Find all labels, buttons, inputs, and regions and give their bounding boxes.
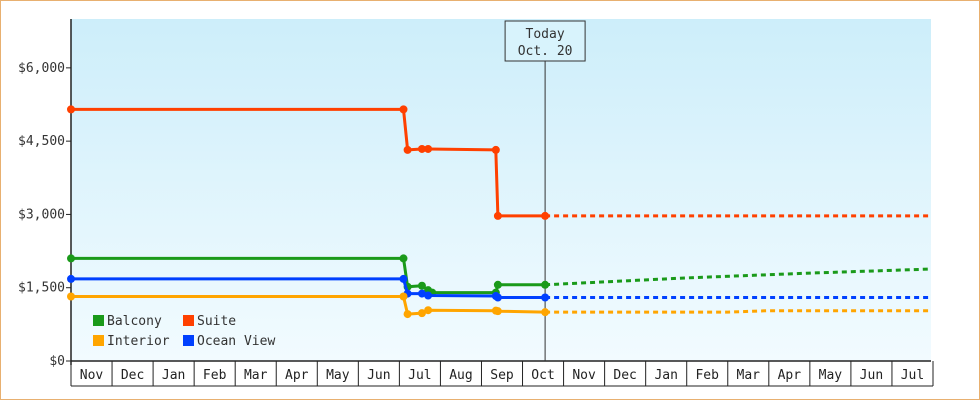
ocean-view-point <box>493 293 502 302</box>
balcony-point <box>541 280 550 289</box>
ocean-view-point <box>67 274 75 283</box>
month-label: May <box>326 368 350 383</box>
interior-point <box>403 310 412 319</box>
ocean-view-point <box>541 293 550 302</box>
ocean-view-point <box>399 274 408 283</box>
balcony-legend-swatch <box>93 315 104 326</box>
ocean-view-legend-label: Ocean View <box>197 334 275 349</box>
interior-point <box>541 308 550 317</box>
month-label: Jun <box>367 368 390 383</box>
ocean-view-legend-swatch <box>183 335 194 346</box>
today-marker: Today Oct. 20 <box>504 20 586 361</box>
month-label: Sep <box>490 368 514 383</box>
balcony-point <box>399 254 408 263</box>
month-label: Jun <box>860 368 883 383</box>
month-label: Aug <box>449 368 472 383</box>
interior-point <box>399 292 408 301</box>
balcony-projection <box>545 267 929 287</box>
y-tick-label: $0 <box>49 354 65 369</box>
interior-point <box>417 309 426 318</box>
y-tick-label: $3,000 <box>18 207 65 222</box>
interior-point <box>424 306 433 315</box>
month-label: Dec <box>613 368 636 383</box>
month-label: Apr <box>778 368 802 383</box>
y-tick-label: $6,000 <box>18 61 65 76</box>
suite-point <box>417 144 426 153</box>
suite-legend-label: Suite <box>197 314 236 329</box>
month-label: Jul <box>901 368 924 383</box>
suite-point <box>403 145 412 154</box>
month-label: May <box>819 368 843 383</box>
suite-point <box>399 105 408 114</box>
y-tick-label: $1,500 <box>18 281 65 296</box>
month-label: Nov <box>80 368 104 383</box>
legend: Balcony Suite Interior Ocean View <box>93 314 275 349</box>
interior-legend-label: Interior <box>107 334 170 349</box>
interior-legend-swatch <box>93 335 104 346</box>
suite-point <box>493 211 502 220</box>
today-box <box>504 20 586 62</box>
y-tick-label: $4,500 <box>18 134 65 149</box>
month-label: Oct <box>531 368 554 383</box>
interior-projection <box>545 309 929 314</box>
month-label: Mar <box>244 368 268 383</box>
balcony-legend-label: Balcony <box>107 314 162 329</box>
interior-point <box>67 292 75 301</box>
balcony-point <box>417 281 426 290</box>
month-label: Dec <box>121 368 144 383</box>
y-axis: $0 $1,500 $3,000 $4,500 $6,000 <box>18 19 72 369</box>
month-label: Jan <box>654 368 677 383</box>
month-label: Nov <box>572 368 596 383</box>
month-label: Feb <box>695 368 719 383</box>
month-label: Mar <box>737 368 761 383</box>
interior-point <box>493 307 502 316</box>
month-label: Jul <box>408 368 431 383</box>
suite-point <box>491 145 500 154</box>
suite-point <box>67 105 75 114</box>
series-lines <box>67 105 929 319</box>
suite-point <box>424 144 433 153</box>
x-axis: Nov Dec Jan Feb Mar Apr May Jun Jul Aug Sep Oct Nov D… <box>70 360 934 387</box>
today-date: Oct. 20 <box>518 44 573 59</box>
suite-point <box>541 211 550 220</box>
month-label: Jan <box>162 368 185 383</box>
plot-area <box>71 19 931 361</box>
balcony-point <box>67 254 75 263</box>
month-label: Feb <box>203 368 227 383</box>
month-label: Apr <box>285 368 309 383</box>
ocean-view-point <box>424 291 433 300</box>
today-label: Today <box>526 27 565 42</box>
ocean-view-point <box>417 289 426 298</box>
suite-legend-swatch <box>183 315 194 326</box>
balcony-point <box>493 280 502 289</box>
